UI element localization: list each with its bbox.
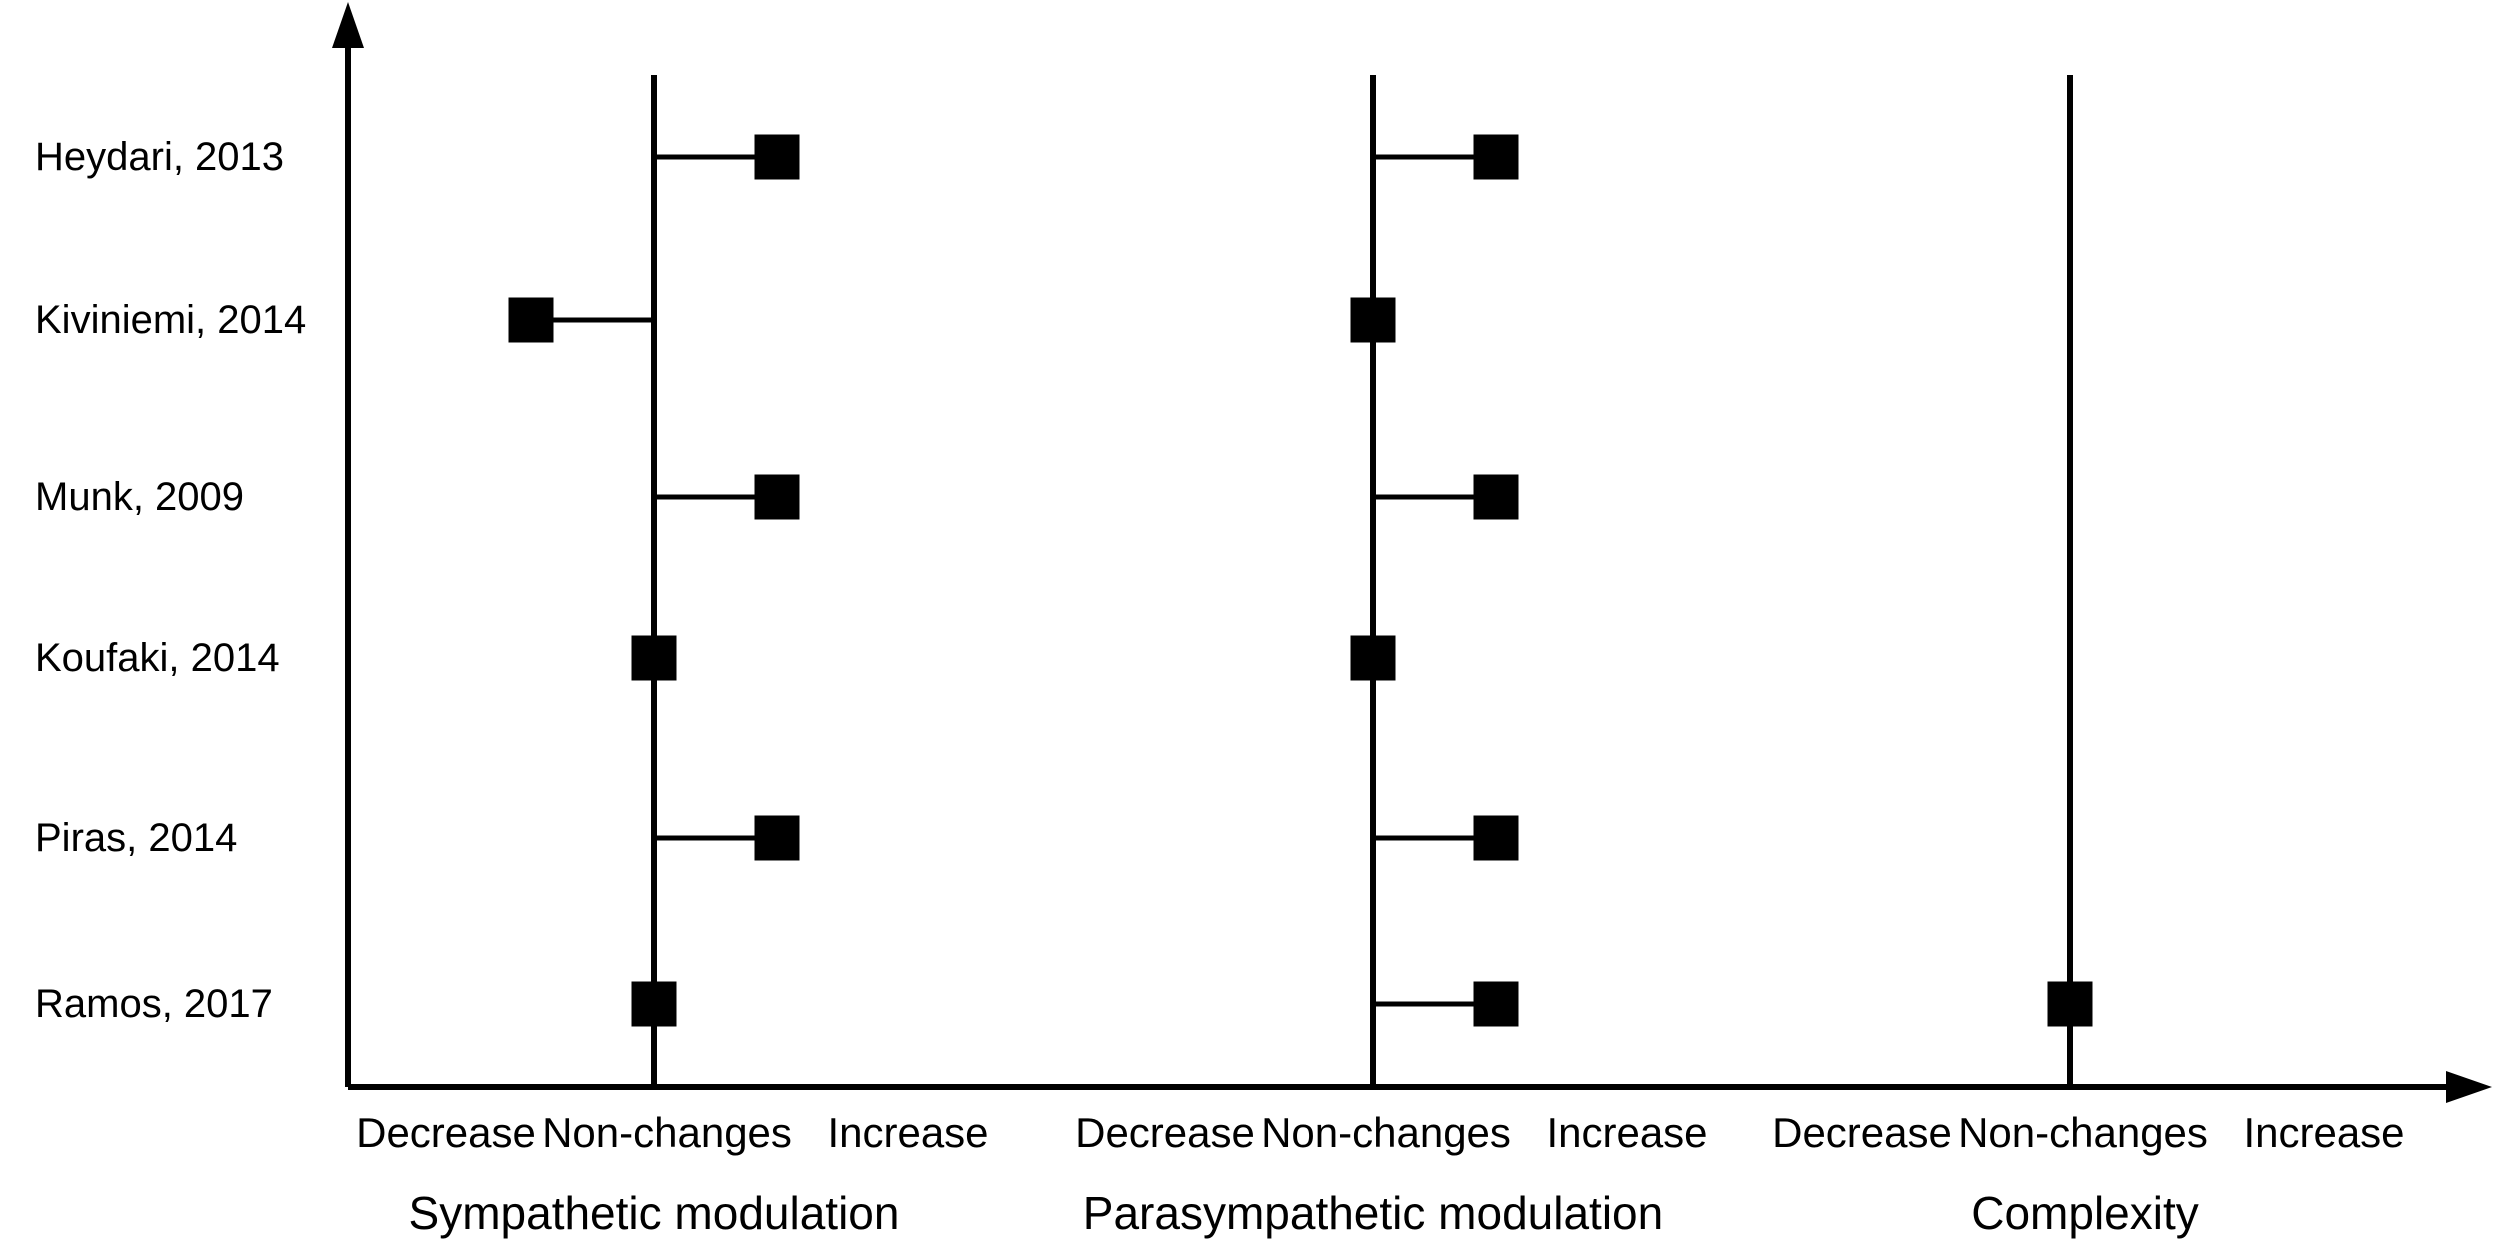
panel-title-complexity: Complexity <box>1971 1187 2199 1239</box>
marker-ramos-2017-parasympathetic-modulation-increase <box>1473 981 1519 1027</box>
marker-munk-2009-parasympathetic-modulation-increase <box>1473 474 1519 520</box>
tick-decrease-parasympathetic: Decrease <box>1075 1109 1255 1156</box>
tick-decrease-complexity: Decrease <box>1772 1109 1952 1156</box>
study-label-koufaki-2014: Koufaki, 2014 <box>35 636 280 680</box>
marker-kiviniemi-2014-parasympathetic-modulation-non-changes <box>1350 297 1396 343</box>
tick-non-changes-complexity: Non-changes <box>1958 1109 2208 1156</box>
x-axis-arrowhead <box>2446 1071 2492 1103</box>
y-axis-arrowhead <box>332 2 364 48</box>
study-label-piras-2014: Piras, 2014 <box>35 816 238 860</box>
tick-increase-parasympathetic: Increase <box>1546 1109 1708 1156</box>
tick-increase-complexity: Increase <box>2243 1109 2405 1156</box>
study-label-heydari-2013: Heydari, 2013 <box>35 135 285 179</box>
marker-piras-2014-sympathetic-modulation-increase <box>754 815 800 861</box>
marker-kiviniemi-2014-sympathetic-modulation-decrease <box>508 297 554 343</box>
panel-title-sympathetic: Sympathetic modulation <box>408 1187 900 1239</box>
tick-non-changes-parasympathetic: Non-changes <box>1261 1109 1511 1156</box>
tick-non-changes-sympathetic: Non-changes <box>542 1109 792 1156</box>
marker-munk-2009-sympathetic-modulation-increase <box>754 474 800 520</box>
marker-ramos-2017-sympathetic-modulation-non-changes <box>631 981 677 1027</box>
study-label-ramos-2017: Ramos, 2017 <box>35 982 273 1026</box>
marker-heydari-2013-parasympathetic-modulation-increase <box>1473 134 1519 180</box>
marker-koufaki-2014-parasympathetic-modulation-non-changes <box>1350 635 1396 681</box>
marker-koufaki-2014-sympathetic-modulation-non-changes <box>631 635 677 681</box>
marker-heydari-2013-sympathetic-modulation-increase <box>754 134 800 180</box>
study-label-kiviniemi-2014: Kiviniemi, 2014 <box>35 298 307 342</box>
tick-increase-sympathetic: Increase <box>827 1109 989 1156</box>
marker-ramos-2017-complexity-non-changes <box>2047 981 2093 1027</box>
marker-piras-2014-parasympathetic-modulation-increase <box>1473 815 1519 861</box>
tick-decrease-sympathetic: Decrease <box>356 1109 536 1156</box>
study-label-munk-2009: Munk, 2009 <box>35 475 245 519</box>
panel-title-parasympathetic: Parasympathetic modulation <box>1082 1187 1664 1239</box>
